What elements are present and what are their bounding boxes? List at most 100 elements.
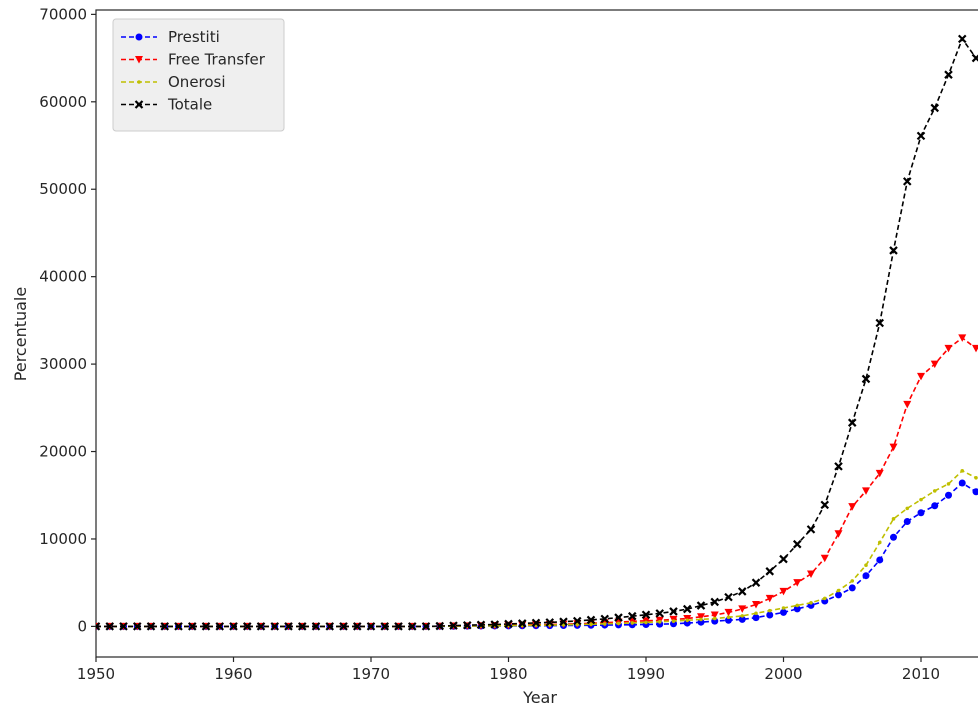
data-point-prestiti: [835, 591, 842, 599]
x-tick-label: 1980: [489, 665, 527, 683]
data-point-prestiti: [725, 616, 732, 624]
data-point-onerosi: [685, 618, 690, 623]
data-point-totale: [944, 70, 953, 79]
legend-marker: [134, 100, 144, 109]
legend-label: Onerosi: [168, 73, 226, 91]
y-tick-label: 0: [77, 617, 87, 635]
data-point-prestiti: [972, 488, 978, 496]
data-point-prestiti: [903, 517, 911, 525]
data-point-totale: [96, 622, 101, 631]
data-point-totale: [339, 622, 348, 631]
data-point-free-transfer: [889, 443, 898, 452]
data-point-prestiti: [766, 611, 774, 619]
data-point-onerosi: [657, 619, 662, 624]
data-point-totale: [765, 567, 775, 576]
data-point-prestiti: [917, 509, 925, 517]
data-point-free-transfer: [930, 360, 939, 369]
x-tick-label: 1950: [77, 665, 115, 683]
data-point-totale: [352, 622, 362, 631]
data-point-totale: [614, 613, 623, 622]
data-point-free-transfer: [765, 594, 774, 603]
data-point-free-transfer: [807, 570, 815, 578]
legend-item-free-transfer: Free Transfer: [121, 51, 266, 69]
data-point-onerosi: [712, 616, 717, 621]
data-point-onerosi: [891, 517, 896, 521]
data-point-totale: [119, 622, 128, 631]
data-point-totale: [875, 318, 885, 328]
data-point-onerosi: [919, 497, 923, 502]
y-tick-label: 20000: [39, 443, 87, 461]
legend-item-prestiti: Prestiti: [121, 28, 220, 46]
data-point-free-transfer: [738, 605, 747, 613]
y-tick-label: 60000: [39, 93, 87, 111]
data-point-totale: [380, 622, 390, 631]
data-point-totale: [504, 619, 513, 629]
data-point-totale: [586, 615, 596, 625]
data-point-free-transfer: [958, 334, 967, 342]
data-point-totale: [105, 622, 115, 631]
data-point-totale: [627, 611, 637, 621]
data-point-free-transfer: [724, 608, 733, 617]
y-tick-label: 10000: [39, 530, 87, 548]
data-point-onerosi: [781, 606, 786, 610]
data-point-onerosi: [740, 614, 745, 618]
data-point-totale: [751, 578, 761, 587]
data-point-totale: [421, 622, 431, 631]
data-point-totale: [311, 622, 321, 631]
series-layer: [96, 34, 978, 631]
data-point-free-transfer: [917, 372, 925, 381]
data-point-totale: [174, 622, 183, 631]
data-point-onerosi: [671, 619, 676, 623]
data-point-onerosi: [905, 506, 910, 511]
data-point-onerosi: [630, 621, 635, 625]
data-point-totale: [132, 622, 142, 631]
data-point-totale: [242, 622, 252, 631]
data-point-onerosi: [946, 482, 951, 486]
data-point-totale: [916, 131, 926, 141]
data-point-totale: [270, 622, 280, 631]
data-point-free-transfer: [834, 530, 843, 538]
data-point-totale: [792, 539, 802, 549]
data-point-totale: [710, 597, 720, 607]
data-point-prestiti: [890, 533, 897, 541]
data-point-onerosi: [726, 615, 731, 620]
data-point-prestiti: [780, 608, 787, 616]
data-point-totale: [696, 601, 706, 610]
data-point-free-transfer: [903, 400, 912, 409]
x-tick-label: 2000: [764, 665, 802, 683]
y-tick-label: 30000: [39, 355, 87, 373]
data-point-totale: [490, 620, 500, 629]
legend-marker: [135, 33, 143, 41]
data-point-onerosi: [602, 622, 607, 626]
data-point-prestiti: [697, 618, 705, 626]
data-point-totale: [435, 621, 445, 631]
data-point-onerosi: [616, 621, 621, 626]
y-tick-label: 50000: [39, 180, 87, 198]
legend-item-totale: Totale: [121, 96, 212, 114]
data-point-prestiti: [670, 620, 677, 628]
data-point-free-transfer: [944, 344, 953, 353]
y-tick-label: 70000: [39, 5, 87, 23]
data-point-totale: [201, 622, 211, 631]
data-point-free-transfer: [875, 469, 884, 478]
data-point-totale: [930, 103, 940, 113]
data-point-totale: [779, 554, 788, 564]
data-point-onerosi: [850, 579, 855, 583]
data-point-totale: [834, 462, 843, 471]
data-point-totale: [669, 607, 678, 616]
data-point-totale: [462, 620, 472, 630]
data-point-free-transfer: [697, 613, 705, 621]
data-point-totale: [407, 622, 417, 631]
data-point-totale: [531, 618, 541, 628]
data-point-onerosi: [809, 600, 813, 605]
legend-marker: [135, 56, 143, 64]
data-point-prestiti: [876, 556, 884, 564]
y-tick-label: 40000: [39, 268, 87, 286]
x-tick-label: 2010: [902, 665, 940, 683]
data-point-free-transfer: [862, 487, 870, 495]
data-point-totale: [146, 622, 156, 631]
data-point-totale: [655, 609, 665, 618]
data-point-totale: [187, 622, 197, 631]
x-axis-title: Year: [522, 688, 557, 707]
data-point-totale: [682, 604, 692, 614]
